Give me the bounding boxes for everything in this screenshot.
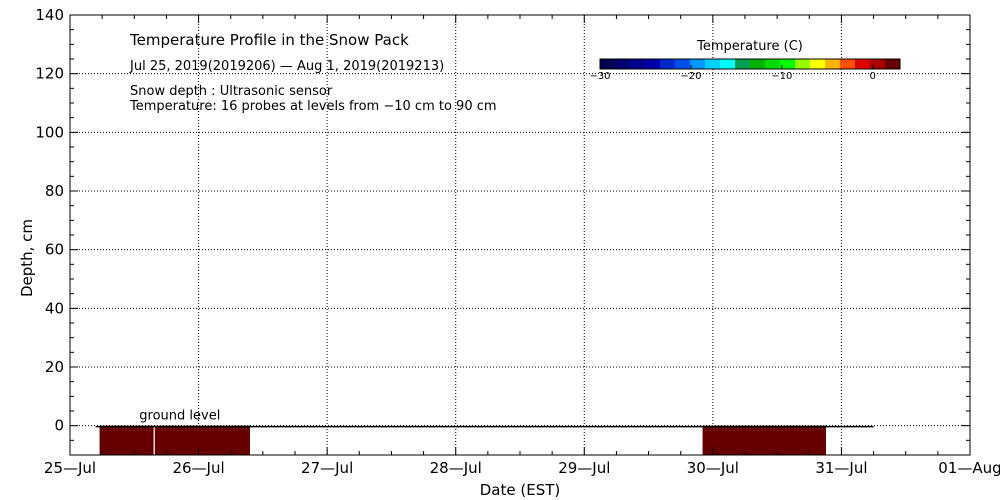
colorbar-cell (645, 59, 661, 69)
temperature-block (154, 425, 250, 455)
colorbar-tick-label: −10 (771, 71, 792, 82)
x-tick-label: 30—Jul (687, 459, 739, 477)
colorbar-frame (599, 58, 901, 70)
temperature-blocks (99, 425, 826, 455)
y-tick-label: 100 (35, 123, 64, 141)
colorbar-cell (885, 59, 901, 69)
y-tick-label: 60 (45, 241, 64, 259)
x-tick-label: 27—Jul (301, 459, 353, 477)
colorbar: Temperature (C) −30 −20 −10 0 (589, 39, 901, 82)
x-tick-label: 31—Jul (815, 459, 867, 477)
colorbar-title: Temperature (C) (696, 39, 803, 54)
y-tick-label: 40 (45, 299, 64, 317)
y-tick-labels: 0 20 40 60 80 100 120 140 (35, 6, 64, 435)
colorbar-cell (660, 59, 676, 69)
colorbar-cell (615, 59, 631, 69)
colorbar-tick-label: −30 (589, 71, 610, 82)
colorbar-cell (600, 59, 616, 69)
plot-frame (69, 14, 971, 456)
y-tick-label: 0 (54, 417, 64, 435)
colorbar-ticks: −30 −20 −10 0 (589, 65, 876, 82)
chart-subtitle: Jul 25, 2019(2019206) — Aug 1, 2019(2019… (129, 59, 444, 74)
colorbar-cell (810, 59, 826, 69)
colorbar-cell (690, 59, 706, 69)
colorbar-tick-label: −20 (680, 71, 701, 82)
y-tick-label: 80 (45, 182, 64, 200)
chart-title: Temperature Profile in the Snow Pack (129, 31, 409, 49)
x-tick-label: 01—Aug (938, 459, 1000, 477)
temperature-block (702, 425, 826, 455)
note-temperature-probes: Temperature: 16 probes at levels from −1… (129, 99, 497, 114)
colorbar-cell (675, 59, 691, 69)
note-snow-depth: Snow depth : Ultrasonic sensor (130, 84, 333, 99)
colorbar-cell (840, 59, 856, 69)
x-tick-labels: 25—Jul 26—Jul 27—Jul 28—Jul 29—Jul 30—Jul 31—J… (44, 459, 1000, 477)
colorbar-cell (825, 59, 841, 69)
axis-ticks (69, 14, 971, 456)
colorbar-cell (735, 59, 751, 69)
colorbar-cell (765, 59, 781, 69)
x-tick-label: 29—Jul (558, 459, 610, 477)
grid-lines (70, 15, 970, 455)
ground-level-label: ground level (139, 409, 220, 424)
x-axis-title: Date (EST) (480, 481, 561, 499)
colorbar-cell (795, 59, 811, 69)
y-tick-label: 120 (35, 65, 64, 83)
temperature-block (99, 425, 154, 455)
colorbar-cell (855, 59, 871, 69)
colorbar-cell (720, 59, 736, 69)
y-tick-label: 140 (35, 6, 64, 24)
colorbar-tick-label: 0 (870, 71, 876, 82)
colorbar-cell (750, 59, 766, 69)
colorbar-cell (705, 59, 721, 69)
colorbar-cells (600, 59, 901, 69)
x-tick-label: 28—Jul (430, 459, 482, 477)
y-tick-label: 20 (45, 358, 64, 376)
colorbar-cell (870, 59, 886, 69)
x-tick-label: 25—Jul (44, 459, 96, 477)
y-axis-title: Depth, cm (18, 219, 36, 297)
colorbar-cell (630, 59, 646, 69)
x-tick-label: 26—Jul (172, 459, 224, 477)
colorbar-cell (780, 59, 796, 69)
